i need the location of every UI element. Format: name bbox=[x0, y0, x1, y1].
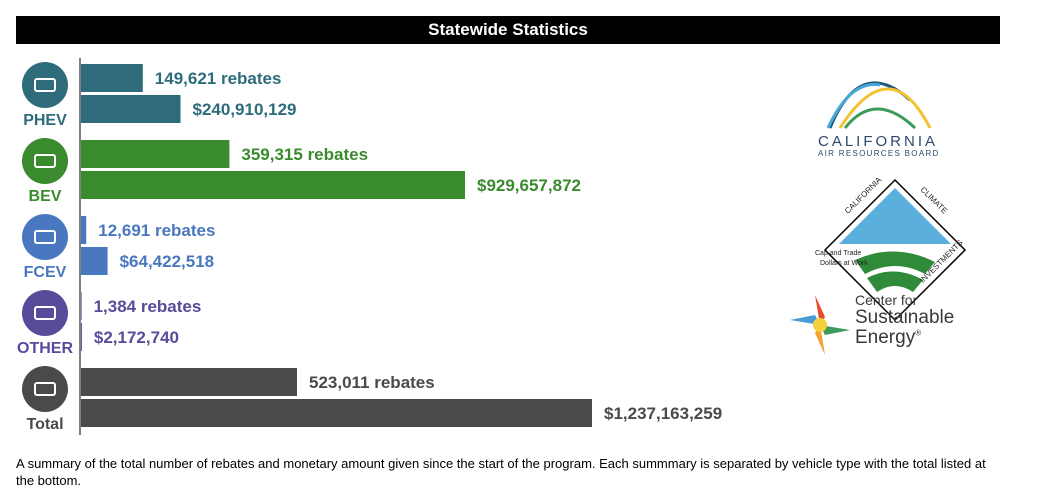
category-label: BEV bbox=[29, 188, 62, 205]
chart-title: Statewide Statistics bbox=[16, 16, 1000, 44]
category-label: Total bbox=[26, 416, 63, 433]
rebates-label: 359,315 rebates bbox=[241, 145, 368, 164]
amount-bar bbox=[81, 95, 181, 123]
rebates-label: 1,384 rebates bbox=[94, 297, 202, 316]
plug-in-hybrid-icon bbox=[22, 62, 68, 108]
rebates-bar bbox=[81, 64, 143, 92]
cse-line2: Sustainable bbox=[855, 306, 955, 328]
rebates-bar bbox=[81, 368, 297, 396]
battery-electric-icon bbox=[22, 138, 68, 184]
rebates-bar bbox=[81, 140, 230, 168]
category-label: FCEV bbox=[24, 264, 67, 281]
rebates-label: 523,011 rebates bbox=[309, 373, 435, 392]
amount-label: $929,657,872 bbox=[477, 176, 581, 195]
cse-registered-mark: ® bbox=[915, 328, 922, 338]
cse-logo-text: Center for Sustainable Energy® bbox=[855, 293, 954, 348]
carb-logo-icon bbox=[826, 81, 932, 130]
amount-bar bbox=[81, 399, 592, 427]
hydrogen-icon-glyph bbox=[34, 230, 56, 244]
carb-subtitle: AIR RESOURCES BOARD bbox=[818, 149, 940, 158]
climate-investments-logo-icon bbox=[823, 178, 967, 322]
cse-line1: Center for bbox=[855, 292, 918, 308]
cse-line3-text: Energy bbox=[855, 326, 916, 348]
rebates-bar bbox=[81, 292, 82, 320]
cci-line2: Dollars at Work bbox=[820, 260, 868, 267]
list-icon bbox=[22, 366, 68, 412]
plug-in-hybrid-icon-glyph bbox=[34, 78, 56, 92]
amount-label: $1,237,163,259 bbox=[604, 404, 722, 423]
rebates-label: 149,621 rebates bbox=[155, 69, 282, 88]
cci-line1: Cap and Trade bbox=[815, 250, 861, 257]
amount-bar bbox=[81, 323, 82, 351]
amount-label: $240,910,129 bbox=[193, 100, 297, 119]
list-icon-glyph bbox=[34, 382, 56, 396]
amount-bar bbox=[81, 247, 108, 275]
rebates-label: 12,691 rebates bbox=[98, 221, 215, 240]
category-label: OTHER bbox=[17, 340, 73, 357]
cci-top-right: CLIMATE bbox=[919, 185, 949, 215]
category-label: PHEV bbox=[23, 112, 67, 129]
motorcycle-icon bbox=[22, 290, 68, 336]
carb-name: CALIFORNIA bbox=[818, 133, 939, 150]
hydrogen-icon bbox=[22, 214, 68, 260]
amount-bar bbox=[81, 171, 465, 199]
rebate-bar-chart: PHEV 149,621 rebates $240,910,129 BEV 359,31… bbox=[17, 58, 722, 435]
chart-caption: A summary of the total number of rebates… bbox=[16, 456, 986, 488]
partner-logos: Cap and Trade Dollars at Work CALIFORNIA… bbox=[790, 81, 967, 355]
cse-logo-icon bbox=[790, 295, 850, 355]
motorcycle-icon-glyph bbox=[34, 306, 56, 320]
amount-label: $2,172,740 bbox=[94, 328, 179, 347]
battery-electric-icon-glyph bbox=[34, 154, 56, 168]
cse-line3: Energy® bbox=[855, 326, 954, 348]
rebates-bar bbox=[81, 216, 87, 244]
amount-label: $64,422,518 bbox=[120, 252, 215, 271]
